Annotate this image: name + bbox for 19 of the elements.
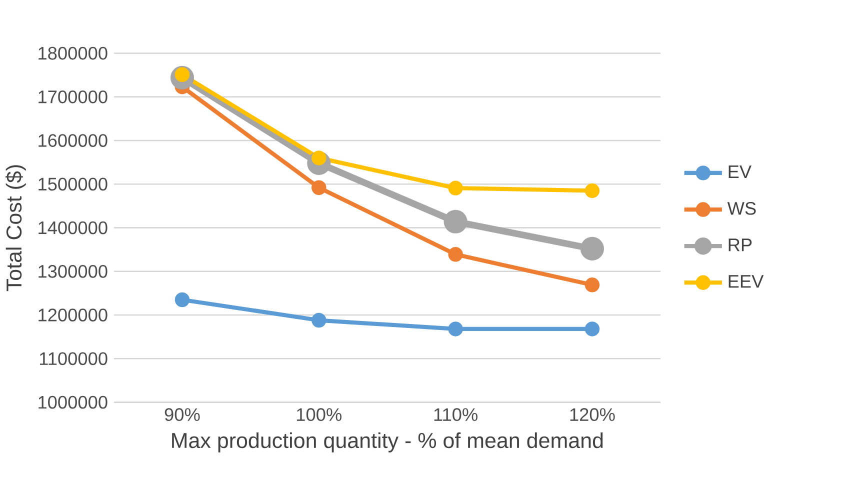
y-tick-label: 1100000 xyxy=(40,352,108,366)
y-tick-label: 1300000 xyxy=(38,265,108,278)
x-axis-title: Max production quantity - % of mean demand xyxy=(172,432,603,453)
y-tick-label: 1500000 xyxy=(38,178,108,191)
x-tick-label: 90% xyxy=(164,408,200,422)
y-tick-label: 1700000 xyxy=(38,90,108,104)
y-tick-label: 1000000 xyxy=(38,396,108,409)
x-tick-label: 110% xyxy=(434,408,478,422)
legend-label: RP xyxy=(728,238,752,252)
y-axis-title: Total Cost ($) xyxy=(6,165,26,292)
legend-label: WS xyxy=(727,202,756,216)
y-tick-label: 1800000 xyxy=(38,47,108,60)
legend-label: EV xyxy=(728,166,752,178)
legend-label: EEV xyxy=(728,275,764,288)
x-tick-label: 120% xyxy=(570,408,615,422)
y-tick-label: 1400000 xyxy=(38,222,108,234)
y-tick-label: 1600000 xyxy=(38,134,108,148)
y-tick-label: 1200000 xyxy=(38,308,108,322)
x-tick-label: 100% xyxy=(297,408,342,422)
